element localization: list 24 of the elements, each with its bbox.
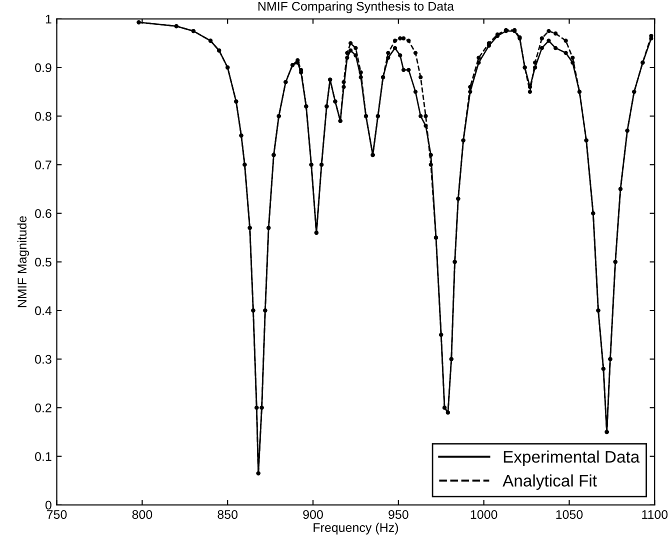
legend-label: Experimental Data (504, 450, 640, 466)
y-tick-label: 0.2 (35, 404, 52, 412)
y-axis-title: NMIF Magnitude (17, 216, 29, 308)
y-tick-label: 0.6 (35, 209, 52, 218)
y-tick-label: 0.1 (35, 452, 52, 461)
x-tick-label: 800 (132, 510, 152, 519)
y-tick-label: 0.4 (35, 306, 52, 316)
y-tick-label: 0.5 (35, 258, 52, 267)
x-axis-title: Frequency (Hz) (314, 522, 398, 534)
y-tick-label: 0.9 (35, 63, 52, 72)
y-tick-label: 0.3 (35, 354, 52, 364)
x-tick-label: 750 (46, 510, 67, 519)
x-tick-label: 1050 (556, 510, 583, 519)
y-tick-label: 0 (45, 500, 52, 510)
chart-title: NMIF Comparing Synthesis to Data (258, 2, 454, 14)
x-tick-label: 1000 (470, 510, 498, 519)
y-tick-label: 1 (46, 14, 52, 24)
x-tick-label: 850 (218, 510, 238, 519)
x-tick-label: 950 (388, 510, 408, 519)
x-tick-label: 900 (303, 510, 323, 519)
y-tick-label: 0.7 (35, 160, 52, 170)
legend-label: Analytical Fit (502, 474, 597, 490)
x-tick-label: 1100 (642, 510, 668, 519)
y-tick-label: 0.8 (35, 112, 52, 121)
